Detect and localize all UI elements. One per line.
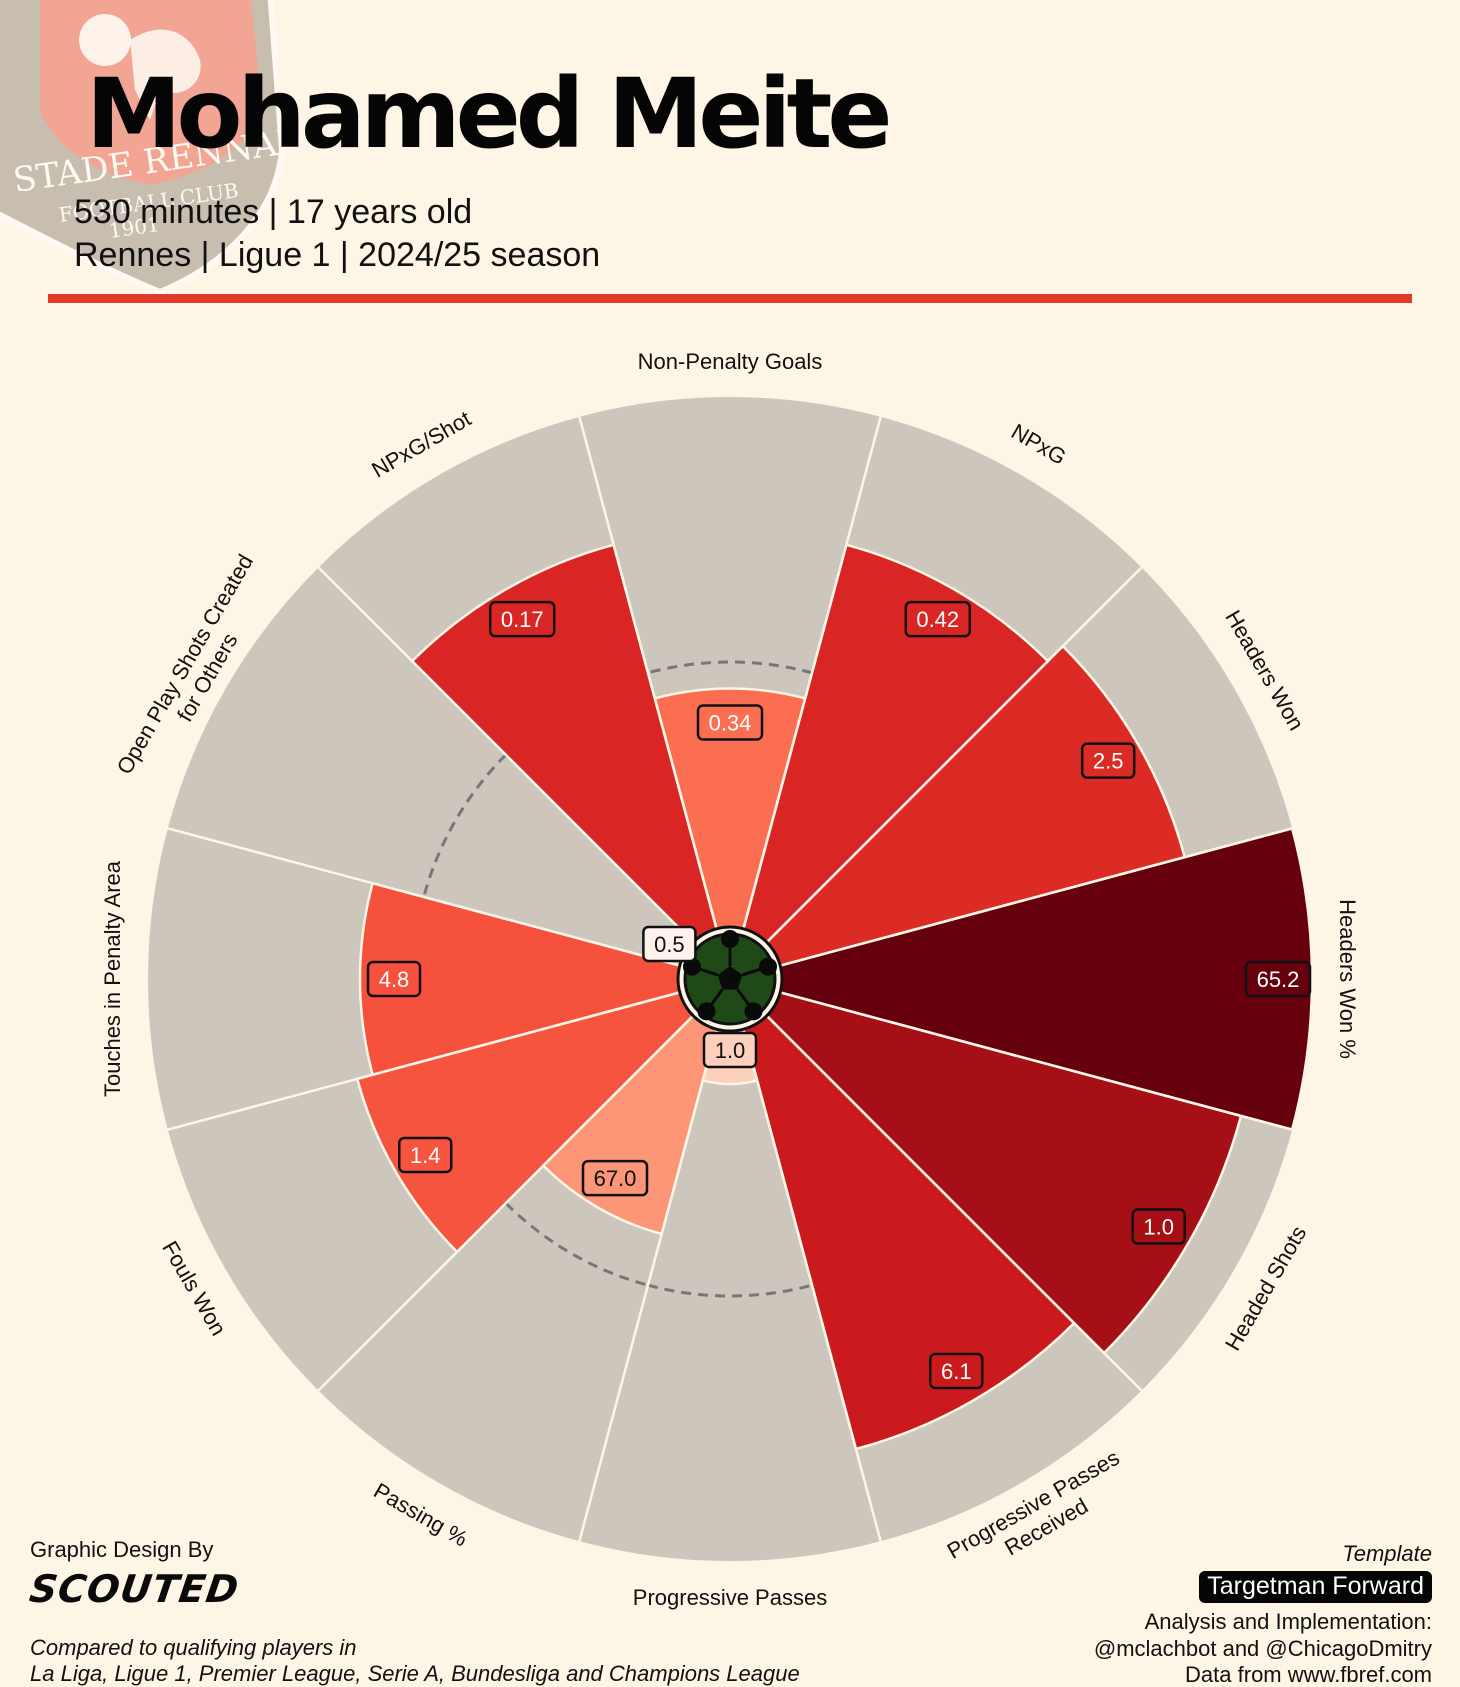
value-badge-passing	[581, 1159, 649, 1197]
slice-separator	[742, 416, 882, 930]
category-label-progressive-passes: Progressive Passes	[633, 1585, 827, 1610]
value-badge-open-play-shots-created-for-others	[642, 925, 697, 963]
percentile-pizza-chart: 0.34 0.17 0.5 4.8 1.4 67.0 1.0 6.1 1.0 65.2 2.5 0.4…	[100, 349, 1360, 1610]
value-badges: 0.34 0.17 0.5 4.8 1.4 67.0 1.0 6.1 1.0 65.2 2.5 0.4…	[366, 600, 1312, 1390]
comparison-arc-progressive-passes	[647, 1283, 813, 1298]
ball-seam	[736, 988, 755, 1013]
comparison-note-line2: La Liga, Ligue 1, Premier League, Serie …	[30, 1661, 800, 1686]
value-label-progressive-passes: 1.0	[715, 1038, 746, 1063]
slice-separator	[765, 1014, 1143, 1392]
slice-separator	[742, 1028, 882, 1542]
slice-separators	[167, 416, 1293, 1542]
data-source: Data from www.fbref.com	[1185, 1662, 1432, 1687]
value-badge-headers-won	[1244, 960, 1312, 998]
value-badge-headed-shots	[1131, 1208, 1186, 1245]
ball-pentagon	[717, 966, 743, 990]
value-badge-npxg	[904, 600, 971, 638]
value-label-headers-won: 65.2	[1257, 967, 1300, 992]
comparison-reference	[422, 660, 813, 1298]
scouted-logo: SCOUTED	[26, 1567, 242, 1611]
value-label-touches-in-penalty-area: 4.8	[379, 967, 410, 992]
header-divider	[48, 294, 1412, 303]
team-league-season-subtitle: Rennes | Ligue 1 | 2024/25 season	[74, 236, 601, 274]
value-badge-progressive-passes-received	[929, 1352, 984, 1390]
slice-separator	[779, 991, 1293, 1131]
analysis-handles: @mclachbot and @ChicagoDmitry	[1093, 1636, 1432, 1661]
template-label: Template	[1342, 1541, 1432, 1566]
slice-bars	[355, 543, 1314, 1451]
slice-separator	[578, 1028, 718, 1542]
category-label-headers-won: Headers Won %	[1335, 899, 1360, 1059]
slice-separator	[167, 827, 681, 967]
ball-seam	[741, 965, 769, 977]
template-name-badge: Targetman Forward	[1199, 1571, 1432, 1603]
value-badge-non-penalty-goals	[696, 704, 764, 741]
club-crest-logo: STADE RENNAIS FOOTBALL CLUB 1901	[0, 0, 300, 296]
slice-separator	[317, 1014, 695, 1392]
value-label-open-play-shots-created-for-others: 0.5	[654, 932, 685, 957]
slice-bg-non-penalty-goals	[579, 397, 881, 929]
ball-seam	[705, 988, 724, 1013]
category-label-npxg: NPxG	[1007, 419, 1070, 470]
value-label-npxg: 0.42	[916, 607, 959, 632]
value-badge-progressive-passes	[702, 1031, 758, 1069]
value-badge-fouls-won	[397, 1136, 453, 1174]
slice-separator	[578, 416, 718, 930]
ball-seam	[691, 965, 719, 977]
slice-separator	[317, 566, 695, 944]
category-label-touches-in-penalty-area: Touches in Penalty Area	[100, 860, 125, 1097]
comparison-note-line1: Compared to qualifying players in	[30, 1635, 357, 1660]
minutes-age-subtitle: 530 minutes | 17 years old	[74, 193, 473, 231]
comparison-arc-passing	[504, 1202, 649, 1287]
comparison-arc-non-penalty-goals	[647, 660, 813, 675]
slice-bg-progressive-passes	[579, 1029, 881, 1561]
slice-separator	[765, 566, 1143, 944]
value-label-passing: 67.0	[594, 1166, 637, 1191]
value-label-progressive-passes-received: 6.1	[941, 1359, 972, 1384]
value-label-headed-shots: 1.0	[1143, 1215, 1174, 1240]
value-label-fouls-won: 1.4	[410, 1143, 441, 1168]
value-label-npxg-shot: 0.17	[501, 607, 544, 632]
comparison-arc-open-play-shots-created-for-others	[422, 753, 507, 898]
category-label-non-penalty-goals: Non-Penalty Goals	[638, 349, 823, 374]
analysis-label: Analysis and Implementation:	[1144, 1609, 1432, 1634]
value-badge-headers-won	[1080, 742, 1136, 779]
slice-separator	[779, 827, 1293, 967]
value-label-non-penalty-goals: 0.34	[709, 711, 752, 736]
slice-bg-open-play-shots-created-for-others	[167, 567, 694, 966]
center-ball	[676, 925, 784, 1033]
player-name-title: Mohamed Meite	[86, 58, 892, 170]
value-badge-npxg-shot	[489, 600, 556, 638]
value-label-headers-won: 2.5	[1093, 749, 1124, 774]
credit-label: Graphic Design By	[30, 1537, 214, 1562]
value-badge-touches-in-penalty-area	[366, 960, 422, 998]
slice-separator	[167, 991, 681, 1131]
